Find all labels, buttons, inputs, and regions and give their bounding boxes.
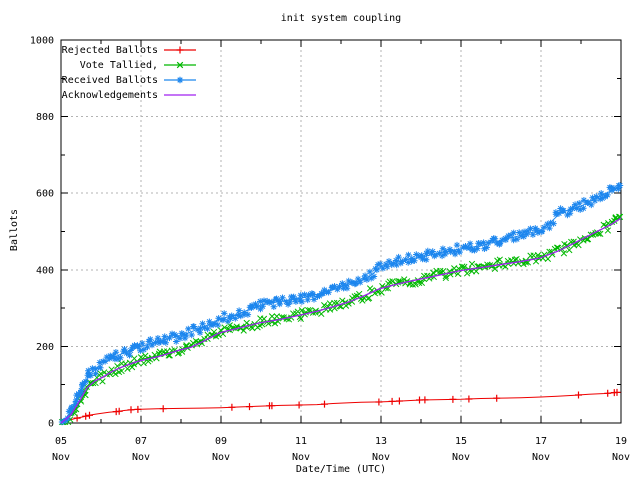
svg-text:Nov: Nov <box>132 452 150 463</box>
svg-text:0: 0 <box>48 419 54 430</box>
svg-text:19: 19 <box>615 436 627 447</box>
svg-text:09: 09 <box>215 436 227 447</box>
svg-text:13: 13 <box>375 436 387 447</box>
svg-text:Nov: Nov <box>452 452 470 463</box>
svg-text:05: 05 <box>55 436 67 447</box>
svg-text:1000: 1000 <box>30 36 54 47</box>
svg-text:600: 600 <box>36 189 54 200</box>
svg-text:Nov: Nov <box>52 452 70 463</box>
svg-text:Nov: Nov <box>372 452 390 463</box>
y-axis-title: Ballots <box>9 209 20 251</box>
svg-text:Nov: Nov <box>212 452 230 463</box>
plot-render: 05 Nov 07 Nov 09 Nov 11 Nov 13 Nov 15 Nov 17 Nov 19 Nov… <box>30 36 630 464</box>
legend-label-received-ballots: Received Ballots <box>62 75 158 86</box>
svg-text:Nov: Nov <box>292 452 310 463</box>
svg-text:200: 200 <box>36 342 54 353</box>
legend-label-rejected-ballots: Rejected Ballots <box>62 45 158 56</box>
chart-title: init system coupling <box>281 13 401 24</box>
svg-text:400: 400 <box>36 265 54 276</box>
legend: Rejected Ballots Vote Tallied, Received … <box>62 45 158 101</box>
svg-text:800: 800 <box>36 112 54 123</box>
legend-samples <box>164 46 196 96</box>
svg-text:07: 07 <box>135 436 147 447</box>
svg-text:Nov: Nov <box>612 452 630 463</box>
legend-label-acknowledgements: Acknowledgements <box>62 90 158 101</box>
svg-text:Nov: Nov <box>532 452 550 463</box>
svg-text:17: 17 <box>535 436 547 447</box>
svg-text:11: 11 <box>295 436 307 447</box>
svg-text:15: 15 <box>455 436 467 447</box>
legend-label-vote-tallied: Vote Tallied, <box>80 60 158 71</box>
x-axis-title: Date/Time (UTC) <box>296 464 386 475</box>
